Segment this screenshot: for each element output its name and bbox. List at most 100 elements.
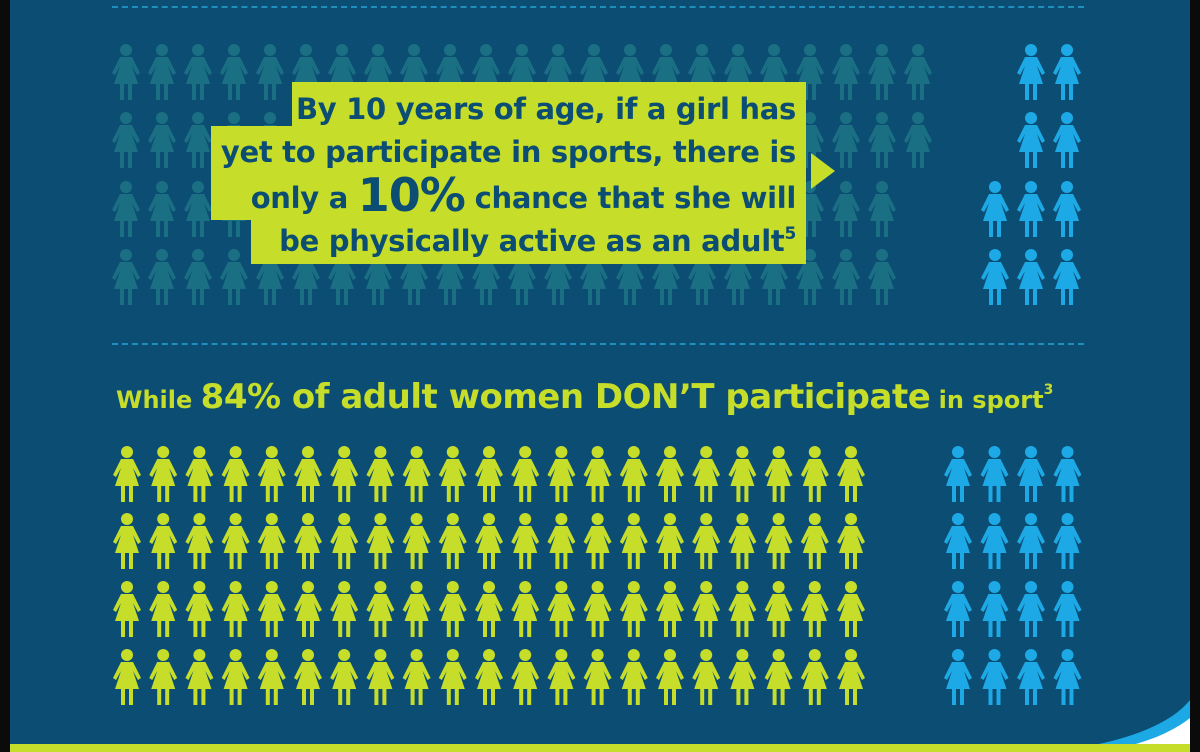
faded-girl-icon — [112, 181, 140, 237]
participating-woman-icon — [1017, 513, 1045, 569]
dashed-divider-top — [112, 6, 1084, 8]
callout-percent: 10% — [357, 168, 466, 222]
faded-girl-icon — [112, 44, 140, 100]
participating-woman-icon — [1017, 649, 1045, 705]
faded-girl-icon — [112, 112, 140, 168]
participating-woman-icon — [1017, 581, 1045, 637]
non-participating-woman-icon — [583, 649, 612, 705]
dashed-divider-middle — [112, 343, 1084, 345]
active-girls-figure-group — [981, 44, 1081, 305]
non-participating-woman-icon — [511, 581, 540, 637]
callout-by: By — [295, 92, 347, 126]
faded-girl-icon — [220, 249, 248, 305]
faded-girl-icon — [868, 112, 896, 168]
active-girl-icon — [1017, 181, 1045, 237]
non-participating-woman-icon — [800, 513, 829, 569]
non-participating-woman-icon — [547, 649, 576, 705]
non-participating-woman-icon — [294, 649, 322, 705]
non-participating-woman-icon — [149, 513, 178, 569]
non-participating-woman-icon — [764, 649, 793, 705]
callout-bg-top — [292, 82, 806, 130]
non-participating-woman-icon — [475, 649, 503, 705]
stat-post: in sport — [930, 386, 1044, 414]
non-participating-woman-icon — [511, 649, 540, 705]
non-participating-woman-icon — [113, 581, 141, 637]
non-participating-woman-icon — [583, 446, 612, 502]
non-participating-woman-icon — [366, 446, 395, 502]
non-participating-woman-icon — [149, 649, 178, 705]
non-participating-woman-icon — [692, 581, 721, 637]
non-participating-woman-icon — [402, 513, 431, 569]
non-participating-woman-icon — [547, 446, 576, 502]
non-participating-woman-icon — [547, 581, 576, 637]
non-participating-woman-icon — [656, 649, 684, 705]
participating-woman-icon — [1053, 649, 1082, 705]
faded-girl-icon — [184, 112, 212, 168]
non-participating-woman-icon — [764, 446, 793, 502]
non-participating-woman-icon — [257, 649, 286, 705]
non-participating-woman-icon — [837, 513, 865, 569]
stat-highlight: 84% of adult women DON’T participate — [200, 377, 931, 417]
active-girl-icon — [1017, 249, 1045, 305]
callout-bg-bottom — [251, 216, 806, 264]
participating-woman-icon — [1053, 446, 1082, 502]
callout-years: 10 years — [346, 92, 484, 126]
active-girl-icon — [1053, 112, 1081, 168]
faded-girl-icon — [904, 44, 932, 100]
non-participating-woman-icon — [221, 513, 250, 569]
non-participating-woman-icon — [547, 513, 576, 569]
participating-women-grid — [944, 446, 1082, 705]
active-girl-icon — [1017, 44, 1045, 100]
stat-footnote-ref: 3 — [1043, 382, 1054, 398]
active-girl-icon — [981, 181, 1009, 237]
callout-line3-post: chance that she will — [464, 181, 797, 215]
participating-woman-icon — [944, 649, 972, 705]
non-participating-woman-icon — [257, 446, 286, 502]
faded-girl-icon — [148, 249, 176, 305]
participating-woman-icon — [1053, 581, 1082, 637]
non-participating-woman-icon — [366, 649, 395, 705]
participating-woman-icon — [944, 446, 972, 502]
participating-woman-icon — [980, 649, 1009, 705]
callout-text: By 10 years of age, if a girl has yet to… — [211, 88, 796, 263]
non-participating-woman-icon — [438, 581, 467, 637]
faded-girl-icon — [832, 112, 860, 168]
participating-woman-icon — [944, 581, 972, 637]
participating-woman-icon — [1017, 446, 1045, 502]
participating-woman-icon — [980, 446, 1009, 502]
callout-line2: yet to participate in sports, there is — [220, 135, 796, 169]
infographic-panel: By 10 years of age, if a girl has yet to… — [10, 0, 1190, 752]
faded-girl-icon — [868, 249, 896, 305]
participating-woman-icon — [980, 513, 1009, 569]
callout-line3-pre: only a — [250, 181, 358, 215]
non-participating-woman-icon — [221, 581, 250, 637]
callout-footnote-ref: 5 — [784, 224, 796, 244]
non-participating-woman-icon — [764, 581, 793, 637]
faded-girl-icon — [184, 181, 212, 237]
non-participating-woman-icon — [837, 446, 865, 502]
non-participating-woman-icon — [619, 513, 648, 569]
non-participating-woman-icon — [728, 581, 757, 637]
faded-girl-icon — [148, 181, 176, 237]
non-participating-woman-icon — [837, 649, 865, 705]
non-participating-woman-icon — [185, 446, 214, 502]
non-participating-woman-icon — [692, 446, 721, 502]
non-participating-woman-icon — [764, 513, 793, 569]
faded-girl-icon — [256, 44, 284, 100]
active-girl-icon — [1053, 44, 1081, 100]
faded-girl-icon — [832, 44, 860, 100]
non-participating-woman-icon — [656, 581, 684, 637]
callout-box: By 10 years of age, if a girl has yet to… — [211, 82, 835, 266]
non-participating-woman-icon — [294, 446, 322, 502]
non-participating-woman-icon — [728, 513, 757, 569]
non-participating-woman-icon — [257, 513, 286, 569]
non-participating-woman-icon — [402, 649, 431, 705]
callout-line1-rest: of age, if a girl has — [483, 92, 797, 126]
non-participating-woman-icon — [511, 446, 540, 502]
non-participating-woman-icon — [619, 446, 648, 502]
active-girl-icon — [1017, 112, 1045, 168]
faded-girl-icon — [868, 181, 896, 237]
callout-bg-middle — [211, 126, 806, 220]
non-participating-woman-icon — [475, 513, 503, 569]
non-participating-woman-icon — [294, 581, 322, 637]
